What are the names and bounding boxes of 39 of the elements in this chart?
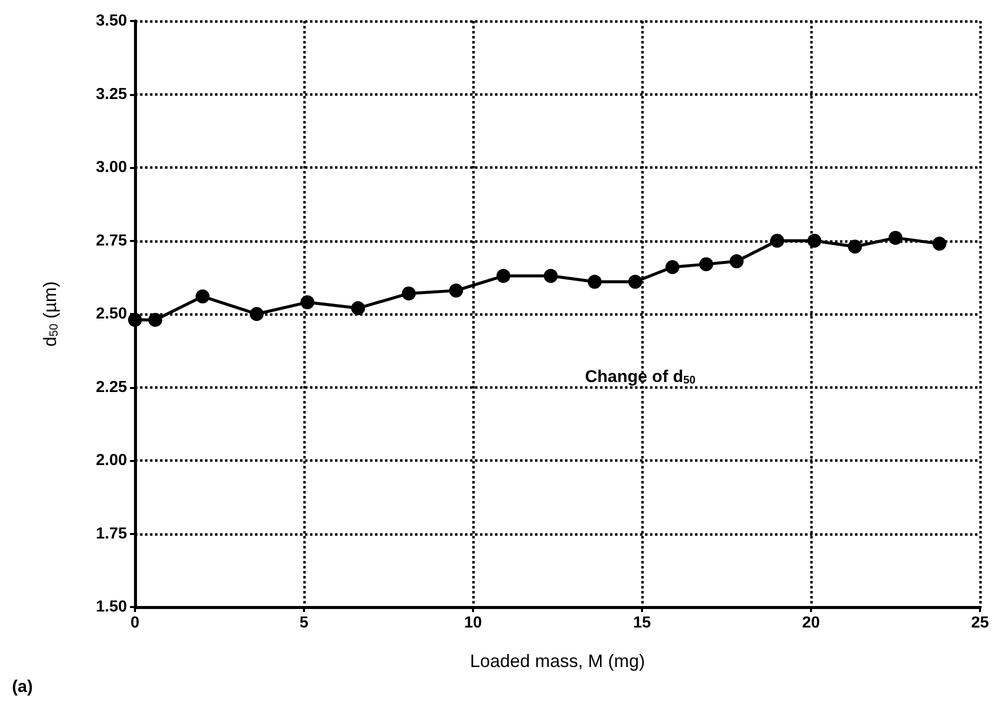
- y-tick-label: 2.00: [96, 452, 128, 469]
- point: [148, 312, 162, 327]
- point: [932, 236, 946, 251]
- y-axis-title: d50 (µm): [40, 281, 60, 347]
- y-tick-label: 3.25: [96, 86, 128, 103]
- y-tick-label: 2.50: [96, 306, 128, 322]
- point: [888, 230, 902, 245]
- x-axis-title: Loaded mass, M (mg): [470, 651, 646, 671]
- point: [128, 312, 142, 327]
- y-tick-label: 3.50: [96, 12, 128, 30]
- point: [628, 274, 642, 289]
- y-tick-label: 1.75: [96, 525, 128, 542]
- point: [250, 307, 264, 321]
- x-tick-label: 10: [464, 614, 482, 632]
- point: [699, 257, 714, 272]
- x-tick-label: 5: [300, 614, 309, 632]
- point: [449, 284, 464, 298]
- x-tick-label: 20: [802, 614, 820, 632]
- y-tick-label: 1.50: [96, 598, 128, 616]
- point: [402, 286, 416, 300]
- text: (a): [12, 677, 33, 696]
- point: [588, 274, 602, 289]
- point: [807, 234, 822, 248]
- y-tick-label: 3.00: [96, 159, 128, 176]
- x-tick-label: 0: [130, 614, 140, 632]
- x-tick-label: 25: [971, 614, 989, 632]
- point: [665, 260, 680, 274]
- x-tick-label: 15: [633, 614, 651, 632]
- point: [848, 240, 862, 254]
- point: [730, 254, 744, 268]
- point: [496, 268, 510, 283]
- point: [300, 295, 314, 310]
- y-tick-label: 2.75: [96, 232, 128, 250]
- point: [196, 289, 210, 304]
- point: [544, 268, 558, 283]
- point: [770, 234, 784, 248]
- annotation: Change of d50: [585, 367, 696, 386]
- point: [351, 301, 366, 316]
- y-tick-label: 2.25: [96, 378, 128, 396]
